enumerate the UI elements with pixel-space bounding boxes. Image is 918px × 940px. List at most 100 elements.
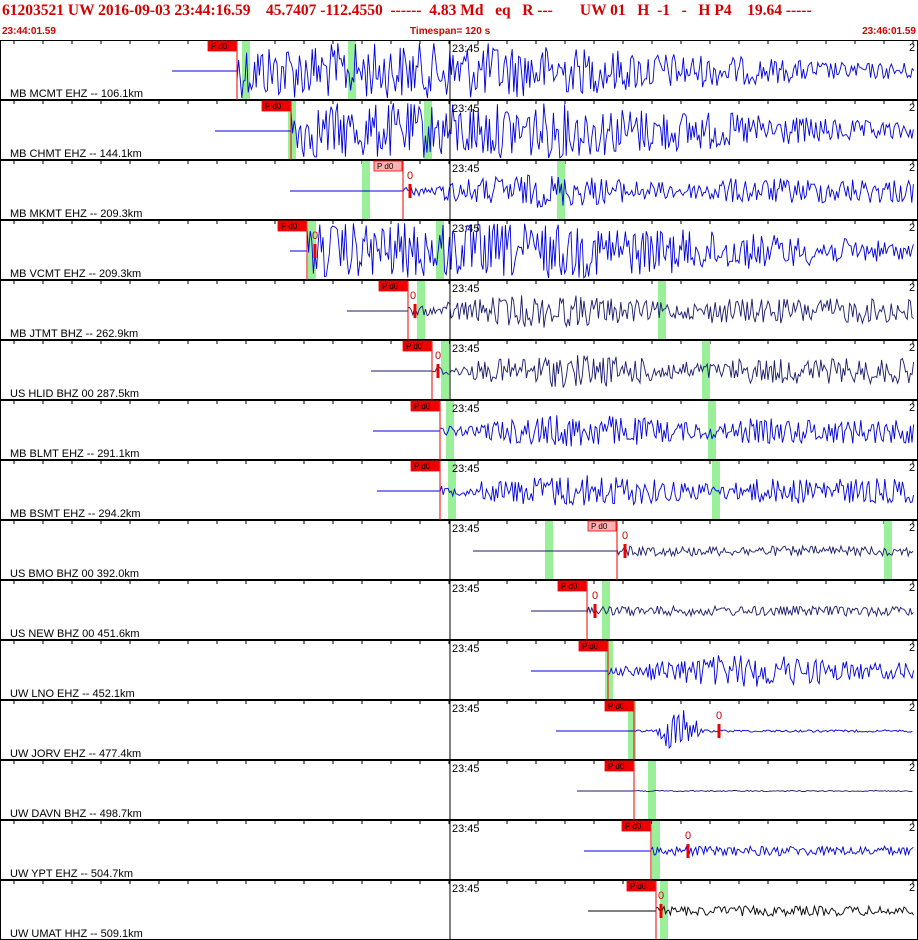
trace-panel[interactable]: P d0 23:45 2 MB CHMT EHZ -- 144.1km [0, 100, 918, 161]
trace-panel[interactable]: P d0 23:45 2 MB BLMT EHZ -- 291.1km [0, 400, 918, 461]
station-label: MB BSMT EHZ -- 294.2km [10, 508, 141, 520]
station-label: MB BLMT EHZ -- 291.1km [10, 448, 139, 460]
trace-panel[interactable]: P d0 0 23:45 2 US NEW BHZ 00 451.6km [0, 580, 918, 641]
arrival-window [417, 281, 425, 339]
arrival-window [557, 161, 565, 219]
trace-panel[interactable]: P d0 0 23:45 2 MB VCMT EHZ -- 209.3km [0, 220, 918, 281]
pick-tag[interactable] [578, 640, 608, 652]
pick-tag[interactable] [402, 340, 432, 352]
pick-tag[interactable] [373, 160, 403, 172]
waveform-trace [377, 475, 915, 507]
waveform-trace [473, 544, 914, 558]
station-label: UW UMAT HHZ -- 509.1km [10, 928, 143, 940]
pick-tag[interactable] [621, 820, 651, 832]
channel-gain-label: 2 [909, 462, 915, 474]
arrival-window [605, 641, 613, 699]
trace-panel[interactable]: P d0 0 23:45 2 MB JTMT BHZ -- 262.9km [0, 280, 918, 341]
pick-tag[interactable] [557, 580, 587, 592]
trace-panel[interactable]: P d0 23:45 2 MB MCMT EHZ -- 106.1km [0, 40, 918, 101]
minute-tick-label: 23:45 [452, 103, 480, 115]
trace-panel[interactable]: P d0 23:45 2 MB BSMT EHZ -- 294.2km [0, 460, 918, 521]
pick-phase-label: P d0 [630, 882, 647, 891]
channel-gain-label: 2 [909, 162, 915, 174]
station-label: UW YPT EHZ -- 504.7km [10, 868, 133, 880]
arrival-window [362, 161, 370, 219]
station-label: UW LNO EHZ -- 452.1km [10, 688, 135, 700]
waveform-trace [347, 295, 914, 329]
pick-tag[interactable] [410, 400, 440, 412]
minute-tick-label: 23:45 [452, 223, 480, 235]
station-label: UW DAVN BHZ -- 498.7km [10, 808, 142, 820]
timespan-label: Timespan= 120 s [410, 26, 491, 37]
pick-tag[interactable] [626, 880, 656, 892]
channel-gain-label: 2 [909, 342, 915, 354]
trace-panel[interactable]: P d0 0 23:45 2 UW JORV EHZ -- 477.4km [0, 700, 918, 761]
pick-phase-label: P d0 [382, 282, 399, 291]
waveform-trace [584, 844, 914, 858]
arrival-window [348, 41, 356, 99]
minute-tick-label: 23:45 [452, 343, 480, 355]
minute-tick-label: 23:45 [452, 703, 480, 715]
waveform-trace [172, 43, 915, 99]
pick-tag[interactable] [378, 280, 408, 292]
station-label: MB MKMT EHZ -- 209.3km [10, 208, 142, 220]
minute-tick-label: 23:45 [452, 403, 480, 415]
amplitude-marker [313, 244, 317, 258]
station-label: US NEW BHZ 00 451.6km [10, 628, 140, 640]
amplitude-zero-label: 0 [622, 530, 628, 542]
waveform-trace [290, 174, 914, 208]
station-label: US BMO BHZ 00 392.0km [10, 568, 139, 580]
station-label: US HLID BHZ 00 287.5km [10, 388, 139, 400]
trace-panel[interactable]: P d0 0 23:45 2 UW YPT EHZ -- 504.7km [0, 820, 918, 881]
channel-gain-label: 2 [909, 522, 915, 534]
station-label: MB CHMT EHZ -- 144.1km [10, 148, 142, 160]
trace-panel[interactable]: P d0 23:45 2 UW LNO EHZ -- 452.1km [0, 640, 918, 701]
channel-gain-label: 2 [909, 882, 915, 894]
pick-tag[interactable] [604, 700, 634, 712]
pick-tag[interactable] [277, 220, 307, 232]
channel-gain-label: 2 [909, 222, 915, 234]
amplitude-zero-label: 0 [410, 290, 416, 302]
arrival-window [602, 581, 610, 639]
channel-gain-label: 2 [909, 762, 915, 774]
pick-phase-label: P d0 [414, 402, 431, 411]
station-label: MB VCMT EHZ -- 209.3km [10, 268, 141, 280]
pick-tag[interactable] [261, 100, 291, 112]
waveform-trace [371, 354, 915, 388]
waveform-trace [531, 604, 914, 618]
pick-tag[interactable] [604, 760, 634, 772]
pick-phase-label: P d0 [377, 162, 394, 171]
amplitude-marker [659, 904, 663, 918]
arrival-window [628, 701, 636, 759]
arrival-window [652, 821, 660, 879]
window-start-time: 23:44:01.59 [2, 26, 56, 37]
channel-gain-label: 2 [909, 282, 915, 294]
amplitude-marker [408, 184, 412, 198]
pick-tag[interactable] [410, 460, 440, 472]
trace-panel[interactable]: P d0 0 23:45 2 US BMO BHZ 00 392.0km [0, 520, 918, 581]
minute-tick-label: 23:45 [452, 583, 480, 595]
pick-tag[interactable] [587, 520, 617, 532]
waveform-trace [588, 904, 914, 918]
trace-panel[interactable]: P d0 0 23:45 2 MB MKMT EHZ -- 209.3km [0, 160, 918, 221]
arrival-window [648, 761, 656, 819]
seismogram-panels[interactable]: P d0 23:45 2 MB MCMT EHZ -- 106.1km P d0 23:4… [0, 40, 918, 940]
trace-panel[interactable]: P d0 0 23:45 2 UW UMAT HHZ -- 509.1km [0, 880, 918, 940]
pick-tag[interactable] [207, 40, 237, 52]
trace-panel[interactable]: P d0 23:45 2 UW DAVN BHZ -- 498.7km [0, 760, 918, 821]
amplitude-zero-label: 0 [407, 170, 413, 182]
event-header: 61203521 UW 2016-09-03 23:44:16.59 45.74… [0, 0, 918, 40]
amplitude-zero-label: 0 [592, 590, 598, 602]
minute-tick-label: 23:45 [452, 283, 480, 295]
trace-panel[interactable]: P d0 0 23:45 2 US HLID BHZ 00 287.5km [0, 340, 918, 401]
station-label: UW JORV EHZ -- 477.4km [10, 748, 141, 760]
waveform-trace [215, 103, 914, 159]
pick-phase-label: P d0 [281, 222, 298, 231]
channel-gain-label: 2 [909, 582, 915, 594]
minute-tick-label: 23:45 [452, 883, 480, 895]
amplitude-marker [717, 724, 721, 738]
arrival-window [702, 341, 710, 399]
pick-phase-label: P d0 [625, 822, 642, 831]
pick-phase-label: P d0 [582, 642, 599, 651]
waveform-trace [577, 789, 913, 793]
